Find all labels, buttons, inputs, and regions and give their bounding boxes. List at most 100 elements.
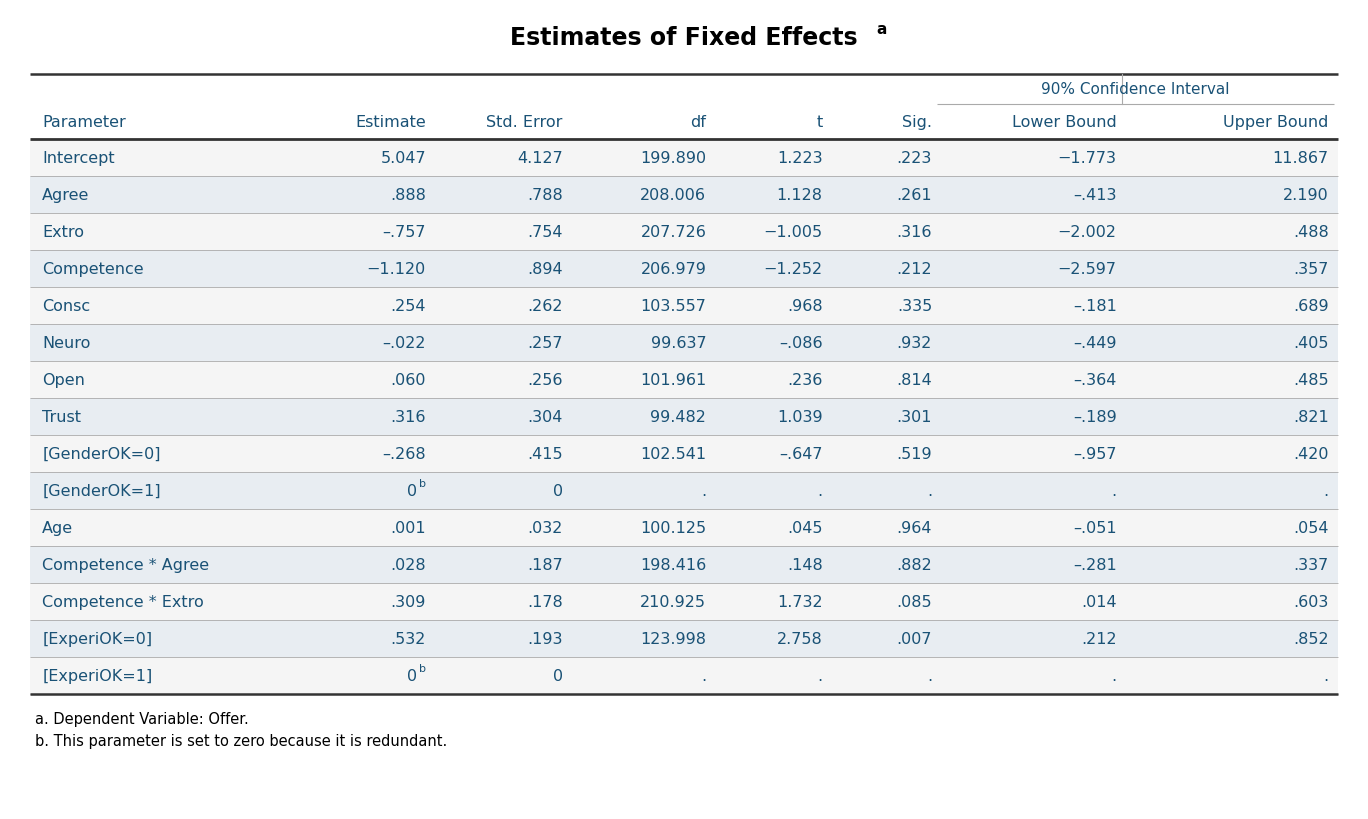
Text: 210.925: 210.925 bbox=[640, 595, 706, 609]
Text: .488: .488 bbox=[1293, 224, 1328, 240]
Text: Std. Error: Std. Error bbox=[487, 115, 562, 130]
Text: .754: .754 bbox=[527, 224, 562, 240]
Text: .968: .968 bbox=[787, 299, 822, 314]
Text: 1.732: 1.732 bbox=[777, 595, 822, 609]
Text: .882: .882 bbox=[896, 557, 932, 572]
Text: 11.867: 11.867 bbox=[1272, 151, 1328, 165]
Text: 101.961: 101.961 bbox=[640, 373, 706, 387]
Text: –.957: –.957 bbox=[1074, 446, 1116, 461]
Text: –.364: –.364 bbox=[1074, 373, 1116, 387]
Text: –.268: –.268 bbox=[382, 446, 425, 461]
Text: df: df bbox=[691, 115, 706, 130]
Text: .888: .888 bbox=[390, 188, 425, 203]
Text: 123.998: 123.998 bbox=[640, 631, 706, 646]
Text: 103.557: 103.557 bbox=[640, 299, 706, 314]
Bar bbox=[30, 473, 1338, 509]
Text: −2.002: −2.002 bbox=[1057, 224, 1116, 240]
Text: Extro: Extro bbox=[42, 224, 85, 240]
Text: .236: .236 bbox=[787, 373, 822, 387]
Text: 0: 0 bbox=[553, 483, 562, 499]
Text: .014: .014 bbox=[1081, 595, 1116, 609]
Text: Age: Age bbox=[42, 520, 74, 536]
Text: 207.726: 207.726 bbox=[640, 224, 706, 240]
Bar bbox=[30, 324, 1338, 361]
Text: .: . bbox=[928, 483, 932, 499]
Text: .309: .309 bbox=[390, 595, 425, 609]
Text: 1.128: 1.128 bbox=[777, 188, 822, 203]
Text: 5.047: 5.047 bbox=[380, 151, 425, 165]
Text: .: . bbox=[702, 668, 706, 683]
Text: .304: .304 bbox=[527, 410, 562, 424]
Text: .148: .148 bbox=[787, 557, 822, 572]
Text: [GenderOK=0]: [GenderOK=0] bbox=[42, 446, 161, 461]
Text: .603: .603 bbox=[1293, 595, 1328, 609]
Text: .: . bbox=[818, 483, 822, 499]
Text: .262: .262 bbox=[527, 299, 562, 314]
Text: .261: .261 bbox=[896, 188, 932, 203]
Text: .: . bbox=[1324, 483, 1328, 499]
Text: .316: .316 bbox=[390, 410, 425, 424]
Text: –.022: –.022 bbox=[383, 336, 425, 351]
Text: t: t bbox=[817, 115, 822, 130]
Text: .007: .007 bbox=[896, 631, 932, 646]
Text: Parameter: Parameter bbox=[42, 115, 126, 130]
Text: .: . bbox=[702, 483, 706, 499]
Text: –.181: –.181 bbox=[1073, 299, 1116, 314]
Text: –.647: –.647 bbox=[780, 446, 822, 461]
Bar bbox=[30, 657, 1338, 695]
Text: –.086: –.086 bbox=[778, 336, 822, 351]
Text: .485: .485 bbox=[1293, 373, 1328, 387]
Bar bbox=[30, 399, 1338, 436]
Text: Lower Bound: Lower Bound bbox=[1012, 115, 1116, 130]
Text: .532: .532 bbox=[390, 631, 425, 646]
Text: .054: .054 bbox=[1293, 520, 1328, 536]
Text: [GenderOK=1]: [GenderOK=1] bbox=[42, 483, 161, 499]
Text: .: . bbox=[1112, 668, 1116, 683]
Text: .337: .337 bbox=[1294, 557, 1328, 572]
Text: 1.223: 1.223 bbox=[777, 151, 822, 165]
Text: Competence: Competence bbox=[42, 262, 144, 277]
Text: −1.005: −1.005 bbox=[763, 224, 822, 240]
Text: .894: .894 bbox=[527, 262, 562, 277]
Text: .: . bbox=[818, 668, 822, 683]
Text: 0: 0 bbox=[406, 483, 417, 499]
Text: b: b bbox=[419, 663, 425, 674]
Text: Competence * Extro: Competence * Extro bbox=[42, 595, 204, 609]
Text: .821: .821 bbox=[1293, 410, 1328, 424]
Text: a. Dependent Variable: Offer.: a. Dependent Variable: Offer. bbox=[36, 712, 249, 726]
Text: 2.758: 2.758 bbox=[777, 631, 822, 646]
Text: .964: .964 bbox=[896, 520, 932, 536]
Bar bbox=[30, 214, 1338, 251]
Text: –.757: –.757 bbox=[383, 224, 425, 240]
Text: 1.039: 1.039 bbox=[777, 410, 822, 424]
Text: –.281: –.281 bbox=[1073, 557, 1116, 572]
Text: 99.637: 99.637 bbox=[651, 336, 706, 351]
Text: Open: Open bbox=[42, 373, 85, 387]
Bar bbox=[30, 361, 1338, 399]
Text: .212: .212 bbox=[896, 262, 932, 277]
Text: .405: .405 bbox=[1293, 336, 1328, 351]
Text: [ExperiOK=0]: [ExperiOK=0] bbox=[42, 631, 152, 646]
Text: 4.127: 4.127 bbox=[517, 151, 562, 165]
Text: 208.006: 208.006 bbox=[640, 188, 706, 203]
Text: –.051: –.051 bbox=[1073, 520, 1116, 536]
Text: .045: .045 bbox=[787, 520, 822, 536]
Text: 100.125: 100.125 bbox=[640, 520, 706, 536]
Text: −1.252: −1.252 bbox=[763, 262, 822, 277]
Text: 199.890: 199.890 bbox=[640, 151, 706, 165]
Text: b. This parameter is set to zero because it is redundant.: b. This parameter is set to zero because… bbox=[36, 734, 447, 749]
Text: .: . bbox=[1112, 483, 1116, 499]
Bar bbox=[30, 546, 1338, 583]
Text: Upper Bound: Upper Bound bbox=[1223, 115, 1328, 130]
Text: Trust: Trust bbox=[42, 410, 81, 424]
Text: .187: .187 bbox=[527, 557, 562, 572]
Text: –.449: –.449 bbox=[1074, 336, 1116, 351]
Text: Sig.: Sig. bbox=[902, 115, 932, 130]
Text: 90% Confidence Interval: 90% Confidence Interval bbox=[1041, 83, 1230, 97]
Text: 102.541: 102.541 bbox=[640, 446, 706, 461]
Text: .032: .032 bbox=[527, 520, 562, 536]
Bar bbox=[30, 251, 1338, 287]
Text: .212: .212 bbox=[1081, 631, 1116, 646]
Text: .060: .060 bbox=[390, 373, 425, 387]
Text: Neuro: Neuro bbox=[42, 336, 90, 351]
